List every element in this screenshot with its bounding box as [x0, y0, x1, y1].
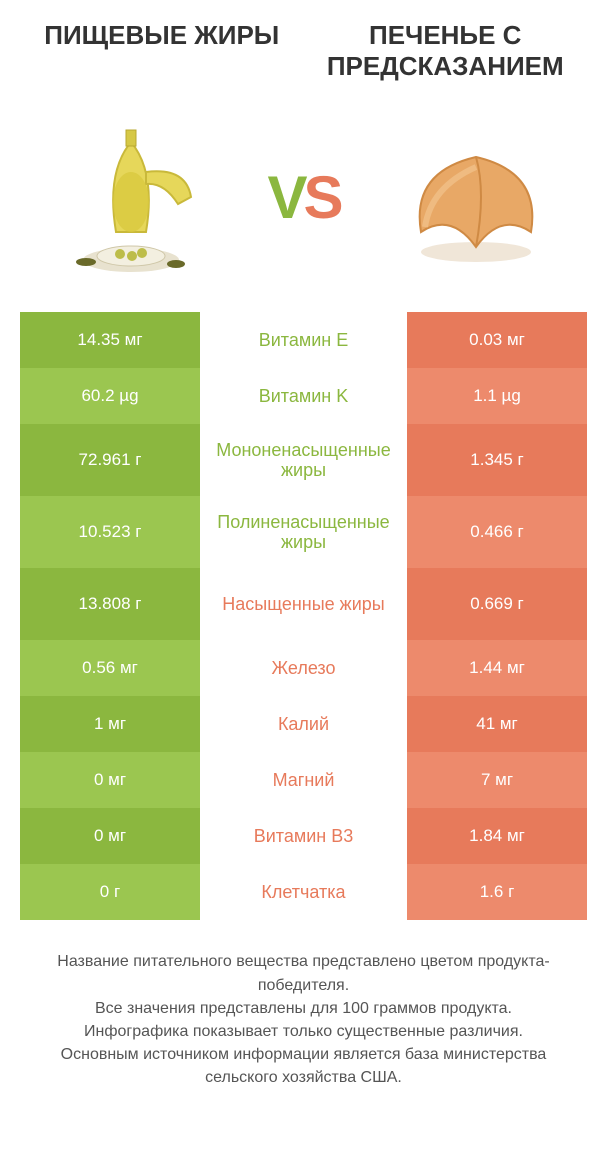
left-value: 60.2 µg	[20, 368, 200, 424]
fortune-cookie-icon	[391, 112, 561, 282]
infographic-container: ПИЩЕВЫЕ ЖИРЫ ПЕЧЕНЬЕ С ПРЕДСКАЗАНИЕМ VS	[0, 0, 607, 1174]
left-value: 10.523 г	[20, 496, 200, 568]
right-value: 0.466 г	[407, 496, 587, 568]
vs-s: S	[303, 164, 339, 231]
nutrient-name: Клетчатка	[200, 864, 407, 920]
right-value: 0.669 г	[407, 568, 587, 640]
right-value: 1.1 µg	[407, 368, 587, 424]
comparison-table: 14.35 мгВитамин E0.03 мг60.2 µgВитамин K…	[0, 312, 607, 920]
footer-line: Все значения представлены для 100 граммо…	[30, 997, 577, 1020]
table-row: 60.2 µgВитамин K1.1 µg	[20, 368, 587, 424]
right-value: 1.84 мг	[407, 808, 587, 864]
table-row: 0.56 мгЖелезо1.44 мг	[20, 640, 587, 696]
left-product-title: ПИЩЕВЫЕ ЖИРЫ	[20, 20, 304, 82]
left-product-image	[46, 112, 216, 282]
nutrient-name: Витамин B3	[200, 808, 407, 864]
olive-oil-icon	[46, 112, 216, 282]
right-value: 1.44 мг	[407, 640, 587, 696]
left-value: 0 мг	[20, 752, 200, 808]
right-product-image	[391, 112, 561, 282]
left-value: 0.56 мг	[20, 640, 200, 696]
left-value: 13.808 г	[20, 568, 200, 640]
table-row: 13.808 гНасыщенные жиры0.669 г	[20, 568, 587, 640]
right-value: 1.345 г	[407, 424, 587, 496]
left-value: 72.961 г	[20, 424, 200, 496]
nutrient-name: Насыщенные жиры	[200, 568, 407, 640]
right-value: 0.03 мг	[407, 312, 587, 368]
footer-line: Инфографика показывает только существенн…	[30, 1020, 577, 1043]
header: ПИЩЕВЫЕ ЖИРЫ ПЕЧЕНЬЕ С ПРЕДСКАЗАНИЕМ	[0, 0, 607, 92]
table-row: 10.523 гПолиненасыщенные жиры0.466 г	[20, 496, 587, 568]
vs-v: V	[267, 164, 303, 231]
vs-label: VS	[267, 163, 339, 232]
nutrient-name: Полиненасыщенные жиры	[200, 496, 407, 568]
right-value: 41 мг	[407, 696, 587, 752]
right-value: 7 мг	[407, 752, 587, 808]
table-row: 0 гКлетчатка1.6 г	[20, 864, 587, 920]
right-value: 1.6 г	[407, 864, 587, 920]
table-row: 14.35 мгВитамин E0.03 мг	[20, 312, 587, 368]
left-value: 14.35 мг	[20, 312, 200, 368]
nutrient-name: Витамин K	[200, 368, 407, 424]
nutrient-name: Витамин E	[200, 312, 407, 368]
table-row: 0 мгВитамин B31.84 мг	[20, 808, 587, 864]
nutrient-name: Магний	[200, 752, 407, 808]
left-value: 0 мг	[20, 808, 200, 864]
nutrient-name: Мононенасыщенные жиры	[200, 424, 407, 496]
left-value: 1 мг	[20, 696, 200, 752]
footer-notes: Название питательного вещества представл…	[0, 920, 607, 1109]
table-row: 72.961 гМононенасыщенные жиры1.345 г	[20, 424, 587, 496]
nutrient-name: Калий	[200, 696, 407, 752]
table-row: 0 мгМагний7 мг	[20, 752, 587, 808]
table-row: 1 мгКалий41 мг	[20, 696, 587, 752]
images-row: VS	[0, 92, 607, 312]
footer-line: Название питательного вещества представл…	[30, 950, 577, 996]
left-value: 0 г	[20, 864, 200, 920]
right-product-title: ПЕЧЕНЬЕ С ПРЕДСКАЗАНИЕМ	[304, 20, 588, 82]
nutrient-name: Железо	[200, 640, 407, 696]
footer-line: Основным источником информации является …	[30, 1043, 577, 1089]
